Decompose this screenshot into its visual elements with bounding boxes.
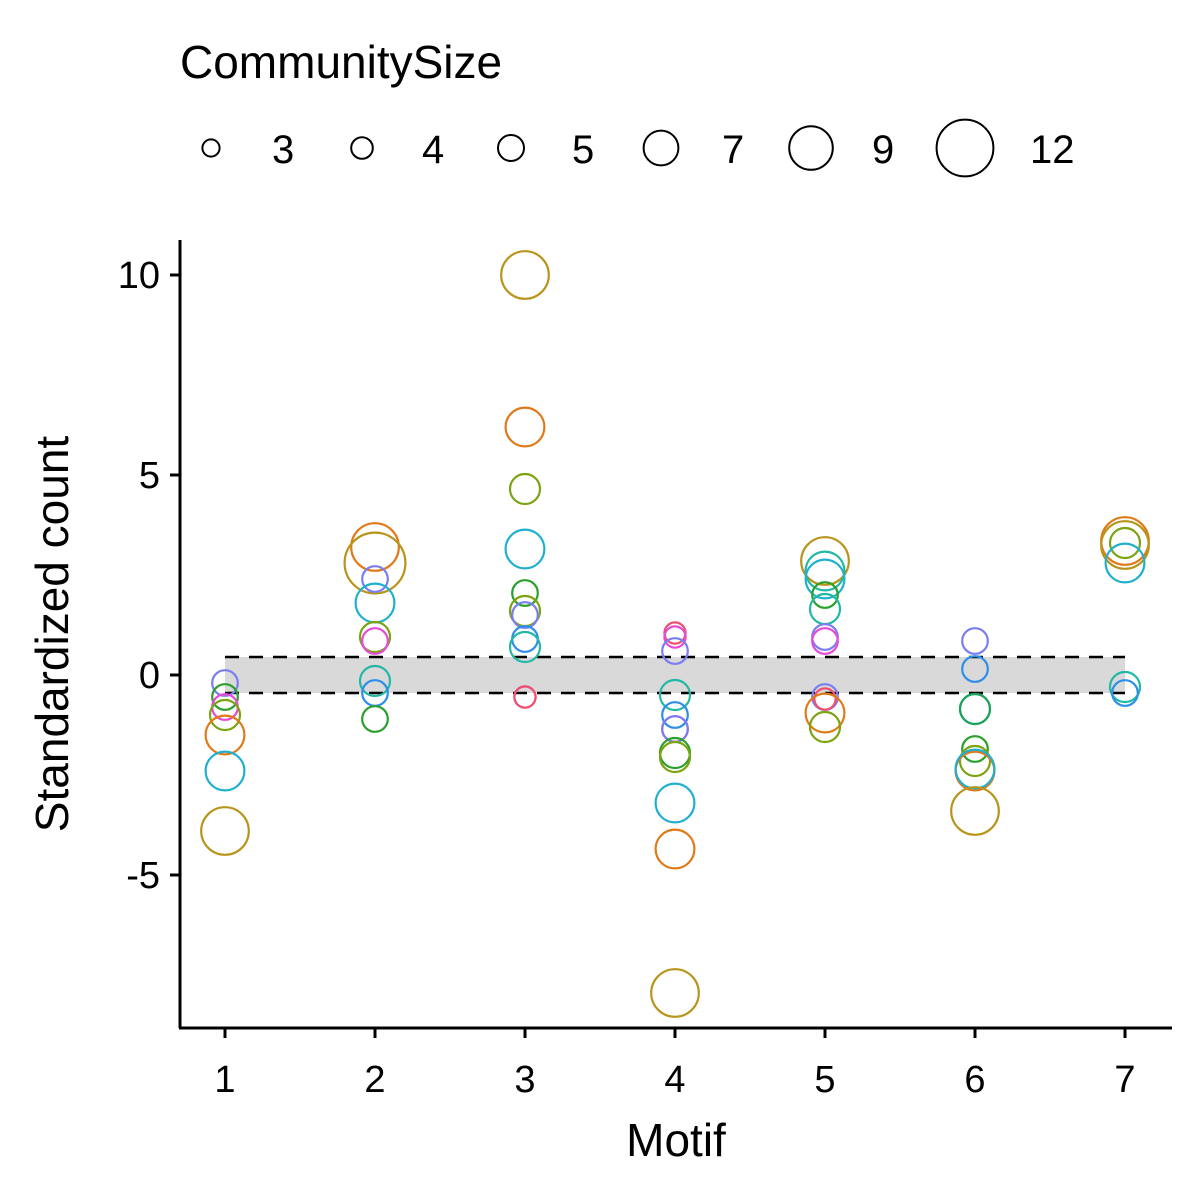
- legend-label-12: 12: [1030, 128, 1075, 172]
- legend-label-9: 9: [872, 128, 894, 172]
- legend-label-3: 3: [272, 128, 294, 172]
- data-point: [800, 536, 850, 586]
- data-point: [661, 701, 689, 729]
- x-tick-label: 2: [364, 1059, 385, 1101]
- data-point: [961, 627, 989, 655]
- data-point: [354, 582, 396, 624]
- data-point: [961, 655, 989, 683]
- data-point: [358, 664, 392, 698]
- legend: CommunitySize 3 4 5 7 9 12: [180, 36, 1075, 178]
- points-layer: [200, 250, 1150, 1018]
- data-point: [1104, 542, 1146, 584]
- legend-label-4: 4: [422, 128, 444, 172]
- data-point: [511, 601, 539, 629]
- data-point: [1108, 526, 1142, 560]
- data-point: [504, 528, 546, 570]
- x-tick-label: 4: [664, 1059, 685, 1101]
- data-point: [211, 683, 239, 711]
- data-point: [204, 750, 246, 792]
- legend-size-key-12: [935, 118, 995, 178]
- data-point: [343, 531, 407, 595]
- data-point: [1108, 670, 1142, 704]
- legend-size-key-5: [497, 134, 525, 162]
- x-axis-title: Motif: [626, 1114, 726, 1166]
- data-point: [1111, 679, 1139, 707]
- y-tick-label: 5: [139, 455, 160, 497]
- y-tick-label: 0: [139, 655, 160, 697]
- data-point: [361, 627, 389, 655]
- data-point: [361, 705, 389, 733]
- data-point: [500, 250, 550, 300]
- legend-title: CommunitySize: [180, 36, 502, 88]
- data-point: [804, 558, 846, 600]
- data-point: [958, 692, 992, 726]
- data-point: [958, 744, 992, 778]
- data-point: [511, 625, 539, 653]
- legend-label-5: 5: [572, 128, 594, 172]
- data-point: [361, 565, 389, 593]
- x-tick-label: 6: [964, 1059, 985, 1101]
- x-tick-label: 7: [1114, 1059, 1135, 1101]
- data-point: [654, 782, 696, 824]
- legend-size-key-3: [201, 138, 221, 158]
- data-point: [954, 750, 996, 792]
- data-point: [204, 714, 246, 756]
- data-point: [508, 472, 542, 506]
- data-point: [804, 692, 846, 734]
- data-point: [808, 710, 842, 744]
- data-point: [504, 406, 546, 448]
- data-point: [811, 627, 839, 655]
- data-point: [350, 522, 400, 572]
- x-ticks: 1 2 3 4 5 6 7: [214, 1028, 1136, 1101]
- data-point: [511, 579, 539, 607]
- x-tick-label: 3: [514, 1059, 535, 1101]
- data-point: [508, 630, 542, 664]
- y-tick-label: 10: [118, 255, 160, 297]
- legend-entries: 3 4 5 7 9 12: [201, 118, 1075, 178]
- legend-size-key-4: [350, 136, 374, 160]
- x-tick-label: 5: [814, 1059, 835, 1101]
- data-point: [663, 625, 687, 649]
- data-point: [813, 687, 837, 711]
- data-point: [658, 678, 692, 712]
- data-point: [211, 669, 239, 697]
- data-point: [811, 581, 839, 609]
- y-axis-title: Standardized count: [26, 436, 78, 833]
- data-point: [950, 786, 1000, 836]
- reference-band: [225, 657, 1125, 693]
- reference-band-layer: [225, 655, 1125, 695]
- y-tick-label: -5: [126, 855, 160, 897]
- legend-size-key-7: [642, 129, 680, 167]
- x-tick-label: 1: [214, 1059, 235, 1101]
- data-point: [804, 550, 846, 592]
- y-ticks: 10 5 0 -5: [118, 255, 180, 897]
- data-point: [654, 828, 696, 870]
- data-point: [650, 968, 700, 1018]
- data-point: [661, 637, 689, 665]
- data-point: [208, 698, 242, 732]
- legend-label-7: 7: [722, 128, 744, 172]
- legend-size-key-9: [788, 125, 834, 171]
- data-point: [513, 685, 537, 709]
- data-point: [954, 748, 996, 790]
- data-point: [658, 740, 692, 774]
- data-point: [200, 806, 250, 856]
- data-point: [961, 735, 989, 763]
- data-point: [358, 620, 392, 654]
- data-point: [1100, 520, 1150, 570]
